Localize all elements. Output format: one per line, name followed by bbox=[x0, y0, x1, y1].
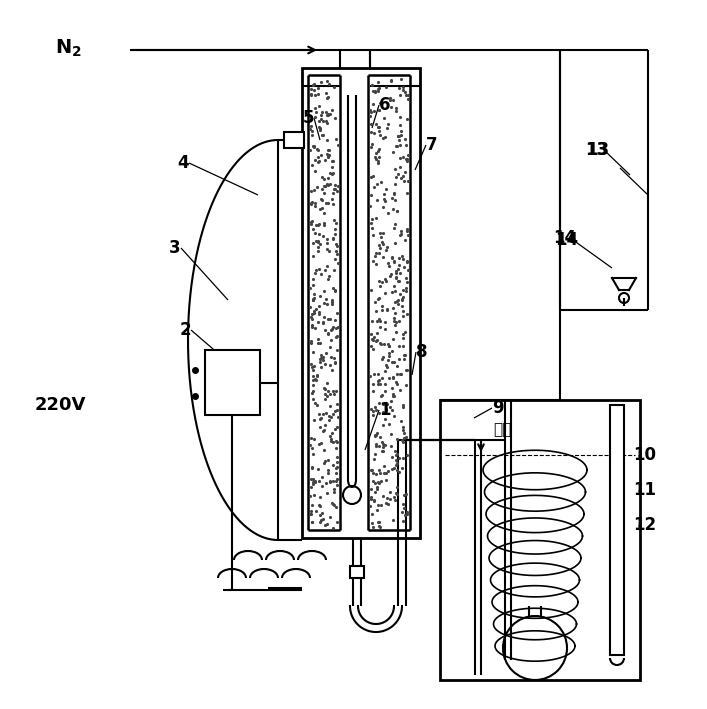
Bar bbox=[350, 566, 364, 578]
Text: 3: 3 bbox=[169, 239, 181, 257]
Text: 4: 4 bbox=[177, 154, 189, 172]
Bar bbox=[302, 68, 420, 538]
Text: 5: 5 bbox=[303, 109, 314, 127]
Text: 8: 8 bbox=[416, 343, 428, 361]
Text: 220V: 220V bbox=[35, 396, 86, 414]
Text: 12: 12 bbox=[633, 516, 657, 534]
Text: 13: 13 bbox=[586, 141, 609, 159]
Text: $\mathbf{N_2}$: $\mathbf{N_2}$ bbox=[55, 38, 82, 59]
Text: 13: 13 bbox=[585, 141, 609, 159]
Text: 2: 2 bbox=[179, 321, 191, 339]
Text: 1: 1 bbox=[379, 401, 391, 419]
Text: 7: 7 bbox=[426, 136, 438, 154]
Bar bbox=[205, 350, 260, 415]
Bar bbox=[610, 405, 624, 655]
Text: 10: 10 bbox=[633, 446, 657, 464]
Bar bbox=[284, 132, 304, 148]
Text: 11: 11 bbox=[633, 481, 657, 499]
Text: 14: 14 bbox=[554, 229, 577, 247]
Text: 尾气: 尾气 bbox=[493, 423, 511, 437]
Text: 9: 9 bbox=[492, 399, 504, 417]
Text: 6: 6 bbox=[379, 96, 391, 114]
Bar bbox=[440, 400, 640, 680]
Text: 14: 14 bbox=[556, 231, 578, 249]
